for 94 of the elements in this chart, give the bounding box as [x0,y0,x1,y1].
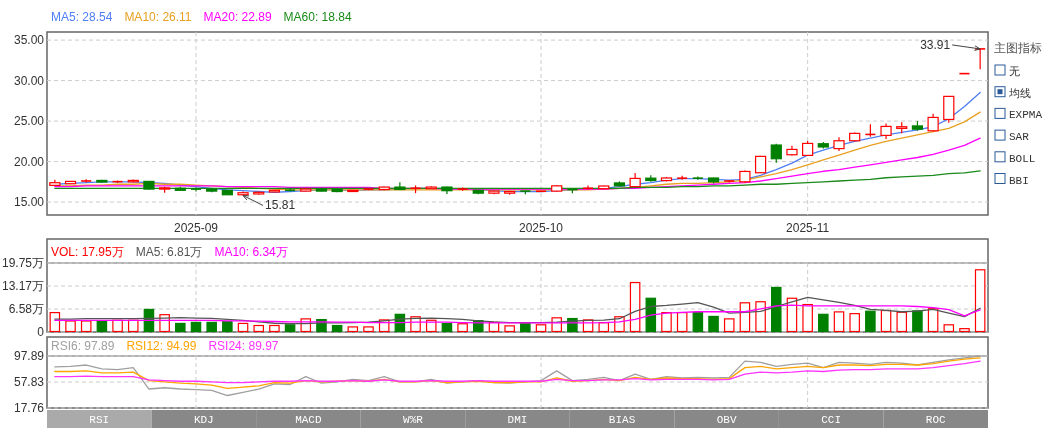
bar [943,324,955,333]
text: BBI [1009,174,1029,187]
bar [896,311,908,333]
y-tick-label: 35.00 [13,33,45,48]
bar [65,320,76,333]
bar [771,286,782,333]
bar [425,319,437,333]
bar [802,303,813,333]
text: OBV [716,414,737,426]
candlestick [190,186,202,193]
text: 主图指标 [994,41,1042,55]
x-tick-label: 2025-09 [173,221,219,235]
text: MA60: 18.84 [283,10,352,24]
text: EXPMA [1009,109,1043,122]
bar [661,311,672,333]
y-tick-label: 13.17万 [1,278,44,293]
bar [708,315,719,333]
bar [723,318,735,333]
bar [833,311,845,333]
bar [269,324,280,333]
text: VOL: 17.95万 [51,245,124,259]
series-label: RSI6: 97.89 [51,339,115,353]
line-series [54,304,981,324]
bar [959,328,970,333]
bar [284,324,296,333]
y-tick-label: 97.89 [13,349,45,363]
bar [629,281,641,333]
y-tick-label: 6.58万 [8,302,44,317]
text: CCI [821,414,842,426]
bar [504,325,515,333]
bar [363,326,374,333]
text: MA10: 6.34万 [214,245,288,259]
text: BOLL [1009,152,1036,165]
bar [974,269,986,333]
x-tick-label: 2025-11 [786,221,830,235]
text: 均线 [1008,86,1031,100]
annotation: 33.91 [920,37,951,52]
line-series [54,170,981,189]
bar [222,321,233,333]
y-tick-label: 19.75万 [1,256,44,270]
bar [441,322,453,333]
bar [237,322,249,333]
text: ROC [925,414,947,426]
text: 无 [1009,66,1020,78]
bar [865,310,876,333]
text: DMI [507,414,528,426]
text: SAR [1009,131,1030,144]
bar [175,322,186,333]
bar [520,323,531,333]
bar [206,321,217,333]
bar [112,319,123,333]
annotation: 15.81 [265,198,296,213]
y-tick-label: 25.00 [13,114,45,129]
line-series [54,296,981,325]
y-tick-label: 0 [37,325,45,339]
x-tick-label: 2025-10 [519,221,564,235]
bar [692,311,704,333]
text: MA5: 28.54 [51,10,113,24]
bar [880,309,892,333]
text: RSI [89,414,110,426]
bar [535,324,547,333]
line-series [54,137,981,190]
text: BIAS [608,414,636,426]
bar [96,320,108,333]
bar [912,310,923,333]
bar [253,324,264,333]
text: W%R [403,414,424,426]
text: KDJ [193,414,214,426]
bar [818,313,829,333]
bar [347,326,359,333]
bar [676,311,688,333]
bar [80,320,92,333]
bar [190,321,202,333]
bar [331,324,343,333]
y-tick-label: 15.00 [13,195,45,210]
series-label: RSI12: 94.99 [126,339,197,353]
y-tick-label: 17.76 [13,401,45,415]
y-tick-label: 30.00 [13,73,45,88]
y-tick-label: 57.83 [13,375,45,389]
text: MACD [295,414,322,426]
candlestick [943,95,955,124]
text: MA10: 26.11 [124,10,192,24]
text: RSI24: 89.97 [208,339,279,353]
bar [645,297,657,333]
bar [457,323,468,333]
line-series [54,360,981,384]
bar [598,322,610,333]
text: MA5: 6.81万 [135,245,203,259]
bar [755,301,766,333]
bar [927,308,939,333]
bar [127,319,139,333]
y-tick-label: 20.00 [13,154,45,169]
text: MA20: 22.89 [203,10,272,24]
bar [849,313,860,333]
